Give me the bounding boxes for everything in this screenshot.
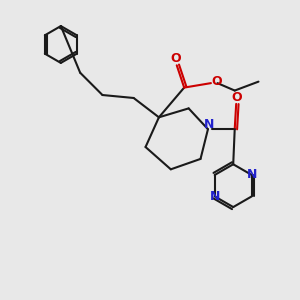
Text: N: N <box>204 118 214 131</box>
Text: N: N <box>209 190 220 203</box>
Text: N: N <box>247 169 257 182</box>
Text: O: O <box>232 91 242 104</box>
Text: O: O <box>211 75 222 88</box>
Text: O: O <box>170 52 181 65</box>
